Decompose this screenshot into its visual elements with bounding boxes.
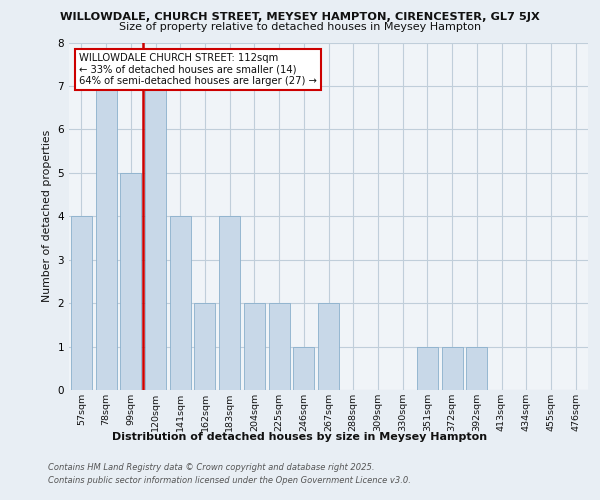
Bar [120, 173, 141, 390]
Bar [417, 346, 438, 390]
Bar [71, 216, 92, 390]
Text: Contains public sector information licensed under the Open Government Licence v3: Contains public sector information licen… [48, 476, 411, 485]
Bar [466, 346, 487, 390]
Bar [442, 346, 463, 390]
Bar [145, 86, 166, 390]
Bar [170, 216, 191, 390]
Bar [269, 303, 290, 390]
Bar [219, 216, 240, 390]
Bar [95, 86, 116, 390]
Text: WILLOWDALE CHURCH STREET: 112sqm
← 33% of detached houses are smaller (14)
64% o: WILLOWDALE CHURCH STREET: 112sqm ← 33% o… [79, 53, 317, 86]
Text: Contains HM Land Registry data © Crown copyright and database right 2025.: Contains HM Land Registry data © Crown c… [48, 464, 374, 472]
Text: Size of property relative to detached houses in Meysey Hampton: Size of property relative to detached ho… [119, 22, 481, 32]
Text: WILLOWDALE, CHURCH STREET, MEYSEY HAMPTON, CIRENCESTER, GL7 5JX: WILLOWDALE, CHURCH STREET, MEYSEY HAMPTO… [60, 12, 540, 22]
Bar [293, 346, 314, 390]
Text: Distribution of detached houses by size in Meysey Hampton: Distribution of detached houses by size … [112, 432, 488, 442]
Y-axis label: Number of detached properties: Number of detached properties [42, 130, 52, 302]
Bar [244, 303, 265, 390]
Bar [194, 303, 215, 390]
Bar [318, 303, 339, 390]
